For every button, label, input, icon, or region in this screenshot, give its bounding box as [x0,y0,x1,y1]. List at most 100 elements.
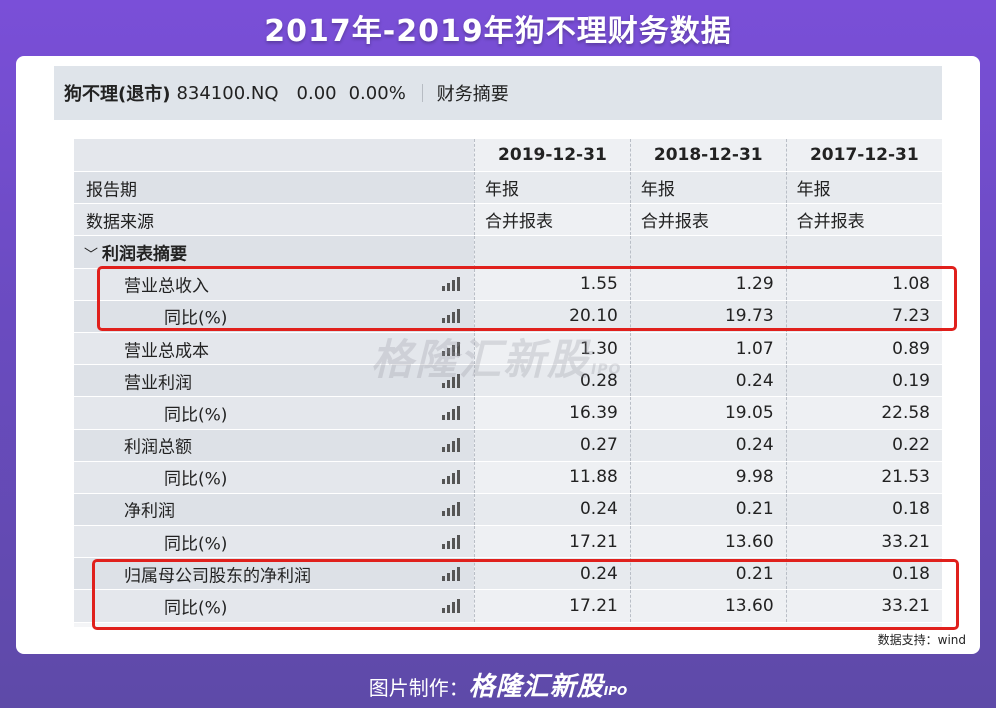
stock-change: 0.00% [348,82,406,104]
financial-table: 2019-12-31 2018-12-31 2017-12-31 报告期 年报 … [74,139,942,627]
row-label: 数据来源 [86,212,154,233]
row-label: 归属母公司股东的净利润 [124,566,311,587]
cell: 0.21 [629,493,787,527]
table-row: 营业总收入 1.55 1.29 1.08 [74,268,942,301]
bar-chart-icon[interactable] [442,534,460,549]
table-row: 营业总成本 1.30 1.07 0.89 [74,332,942,366]
table-header-row: 2019-12-31 2018-12-31 2017-12-31 [74,139,942,172]
footer: 图片制作：格隆汇新股IPO [0,666,996,703]
cell: 11.88 [474,461,631,494]
table-row: 报告期 年报 年报 年报 [74,171,942,205]
table-row: 利润总额 0.27 0.24 0.22 [74,429,942,462]
table-row: 营业利润 0.28 0.24 0.19 [74,364,942,398]
stock-price: 0.00 [296,82,337,104]
bar-chart-icon[interactable] [442,373,460,388]
bar-chart-icon[interactable] [442,438,460,453]
cell: 0.18 [785,493,942,527]
cell: 1.29 [629,268,787,301]
cell: 17.21 [474,589,631,623]
cell: 13.60 [629,589,787,623]
cell [474,235,631,269]
header-divider [421,84,423,102]
column-header: 2018-12-31 [629,139,787,172]
cell: 0.24 [629,429,787,462]
cell [785,235,942,269]
table-row: 同比(%) 20.10 19.73 7.23 [74,300,942,333]
section-label[interactable]: 财务摘要 [436,84,509,105]
bar-chart-icon[interactable] [442,599,460,614]
watermark-ipo: IPO [591,362,622,378]
row-label: 同比(%) [164,469,228,490]
cell: 0.18 [785,557,942,591]
chevron-down-icon: ﹀ [84,247,98,264]
cell: 合并报表 [474,203,631,237]
cell: 33.21 [785,525,942,559]
bar-chart-icon[interactable] [442,470,460,485]
cell: 33.21 [785,589,942,623]
table-row: 同比(%) 16.39 19.05 22.58 [74,396,942,430]
cell: 7.23 [785,300,942,333]
row-label: 同比(%) [164,405,228,426]
watermark: 格隆汇新股IPO [371,326,621,387]
section-row[interactable]: ﹀ 利润表摘要 [74,235,942,269]
cell: 0.24 [474,493,631,527]
row-label: 同比(%) [164,308,228,329]
cell: 17.21 [474,525,631,559]
source-note: 数据支持：wind [877,633,966,647]
cell: 0.89 [785,332,942,366]
cell: 合并报表 [785,203,942,237]
cell: 0.19 [785,364,942,398]
footer-ipo: IPO [603,684,628,698]
cell: 19.73 [629,300,787,333]
bar-chart-icon[interactable] [442,341,460,356]
cell: 20.10 [474,300,631,333]
table-row: 同比(%) 17.21 13.60 33.21 [74,589,942,623]
bar-chart-icon[interactable] [442,277,460,292]
bar-chart-icon[interactable] [442,309,460,324]
table-row: 归属母公司股东的净利润 0.24 0.21 0.18 [74,557,942,591]
cell: 1.07 [629,332,787,366]
cell: 1.08 [785,268,942,301]
company-name: 狗不理(退市) [64,84,171,105]
row-label: 同比(%) [164,598,228,619]
footer-brand: 格隆汇新股 [468,672,604,702]
cell: 21.53 [785,461,942,494]
cell [629,235,787,269]
cell: 年报 [629,171,787,205]
cell: 年报 [785,171,942,205]
cell: 0.21 [629,557,787,591]
table-row: 数据来源 合并报表 合并报表 合并报表 [74,203,942,237]
content-card: 狗不理(退市) 834100.NQ 0.00 0.00% 财务摘要 2019-1… [16,56,980,654]
column-header: 2017-12-31 [785,139,942,172]
cell: 22.58 [785,396,942,430]
column-header: 2019-12-31 [474,139,631,172]
row-label: 营业利润 [124,373,192,394]
bar-chart-icon[interactable] [442,566,460,581]
cell: 0.27 [474,429,631,462]
row-label: 营业总收入 [124,276,209,297]
footer-prefix: 图片制作： [368,676,469,700]
cell: 合并报表 [629,203,787,237]
row-label: 营业总成本 [124,341,209,362]
table-row: 净利润 0.24 0.21 0.18 [74,493,942,527]
bar-chart-icon[interactable] [442,405,460,420]
section-toggle[interactable]: ﹀ 利润表摘要 [84,239,187,264]
section-title: 利润表摘要 [102,244,187,265]
cell: 0.24 [629,364,787,398]
cell: 0.22 [785,429,942,462]
watermark-brand: 格隆汇新股 [371,335,592,384]
table-row: 同比(%) 17.21 13.60 33.21 [74,525,942,559]
row-label: 同比(%) [164,534,228,555]
row-label: 报告期 [86,180,137,201]
banner-title: 2017年-2019年狗不理财务数据 [264,14,732,49]
cell: 1.30 [474,332,631,366]
stock-header: 狗不理(退市) 834100.NQ 0.00 0.00% 财务摘要 [54,66,942,120]
cell: 9.98 [629,461,787,494]
cell: 0.28 [474,364,631,398]
header-blank [74,139,475,172]
bar-chart-icon[interactable] [442,502,460,517]
stock-code: 834100.NQ [176,82,279,104]
row-label: 利润总额 [124,437,192,458]
table-row: 同比(%) 11.88 9.98 21.53 [74,461,942,494]
cell: 年报 [474,171,631,205]
